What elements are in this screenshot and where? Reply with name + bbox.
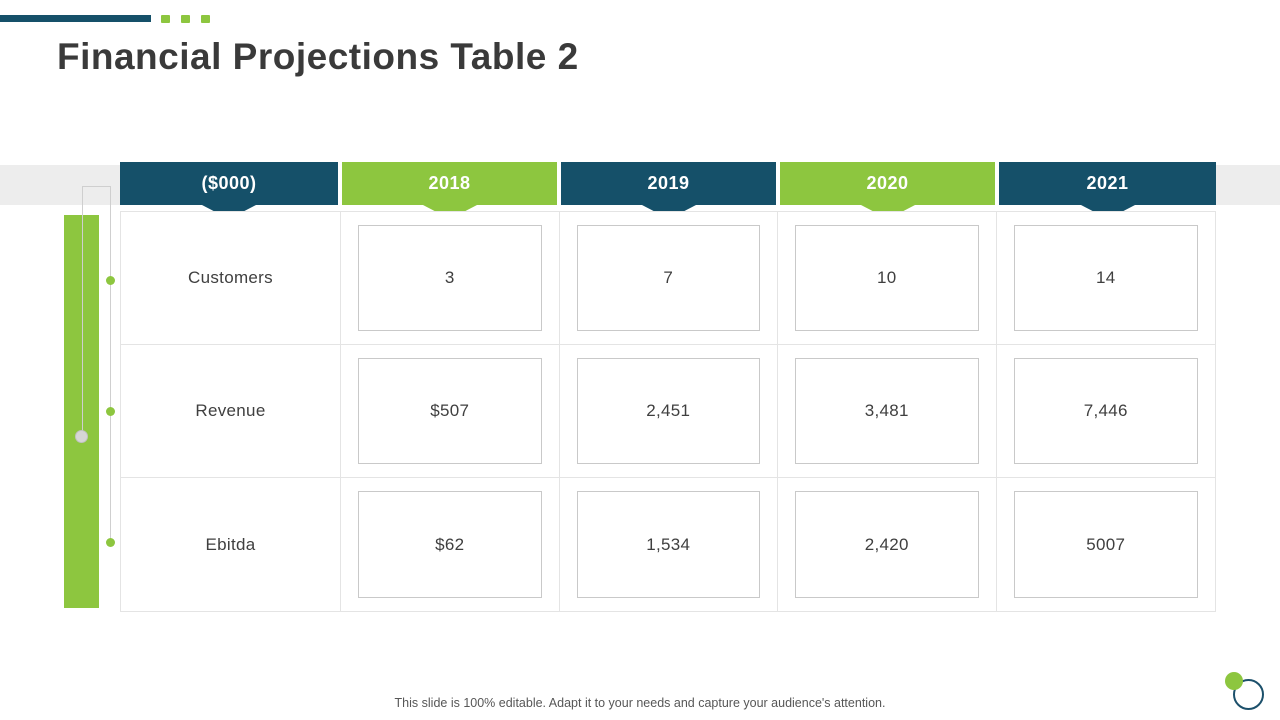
table-cell: 10 (778, 212, 997, 345)
table-cell: 3 (341, 212, 560, 345)
row-marker-dot (106, 407, 115, 416)
value-box: 2,451 (576, 358, 760, 464)
table-cell: 7,446 (996, 345, 1215, 478)
logo-ring-icon (1233, 679, 1264, 710)
value-box: 1,534 (576, 491, 760, 598)
table-cell: $62 (341, 478, 560, 611)
column-header-2020: 2020 (778, 162, 997, 205)
row-marker-dot (106, 276, 115, 285)
table-cell: 1,534 (560, 478, 778, 611)
column-header-2018: 2018 (340, 162, 559, 205)
value-box: 3 (358, 225, 542, 331)
connector-line (110, 186, 111, 544)
value-box: $62 (358, 491, 542, 598)
value-box: 7 (576, 225, 760, 331)
connector-line (82, 186, 111, 187)
row-label-ebitda: Ebitda (121, 478, 341, 611)
value-box: 7,446 (1013, 358, 1198, 464)
value-box: 5007 (1013, 491, 1198, 598)
value-box: 2,420 (795, 491, 979, 598)
row-label-customers: Customers (121, 212, 341, 345)
table-cell: 7 (559, 212, 778, 345)
value-box: 10 (795, 225, 979, 331)
accent-dot (181, 15, 190, 23)
page-title: Financial Projections Table 2 (57, 36, 579, 77)
row-marker-dot (106, 538, 115, 547)
value-box: $507 (358, 358, 542, 464)
accent-bar (0, 15, 151, 22)
table-header-row: ($000) 2018 2019 2020 2021 (120, 162, 1216, 205)
connector-line (82, 186, 83, 432)
column-header-2019: 2019 (559, 162, 778, 205)
side-accent-bar (64, 215, 99, 608)
table-cell: 2,451 (559, 345, 778, 478)
accent-dot (161, 15, 170, 23)
logo-dot-icon (1225, 672, 1243, 690)
connector-end-circle (75, 430, 88, 443)
table-cell: $507 (341, 345, 560, 478)
value-box: 3,481 (795, 358, 979, 464)
column-header-label: 2021 (1086, 173, 1129, 193)
table-cell: 14 (996, 212, 1215, 345)
column-header-label: ($000) (201, 173, 257, 193)
column-header-label: 2018 (428, 173, 471, 193)
column-header-label: 2020 (866, 173, 909, 193)
accent-dot (201, 15, 210, 23)
table-cell: 2,420 (778, 478, 997, 611)
table-cell: 5007 (997, 478, 1216, 611)
column-header-2021: 2021 (997, 162, 1216, 205)
table-cell: 3,481 (778, 345, 997, 478)
row-label-revenue: Revenue (121, 345, 341, 478)
value-box: 14 (1013, 225, 1198, 331)
column-header-unit: ($000) (120, 162, 340, 205)
financial-projections-table: Customers 3 7 10 14 Revenue $507 2,451 3… (120, 211, 1216, 612)
column-header-label: 2019 (647, 173, 690, 193)
footer-note: This slide is 100% editable. Adapt it to… (394, 696, 886, 710)
